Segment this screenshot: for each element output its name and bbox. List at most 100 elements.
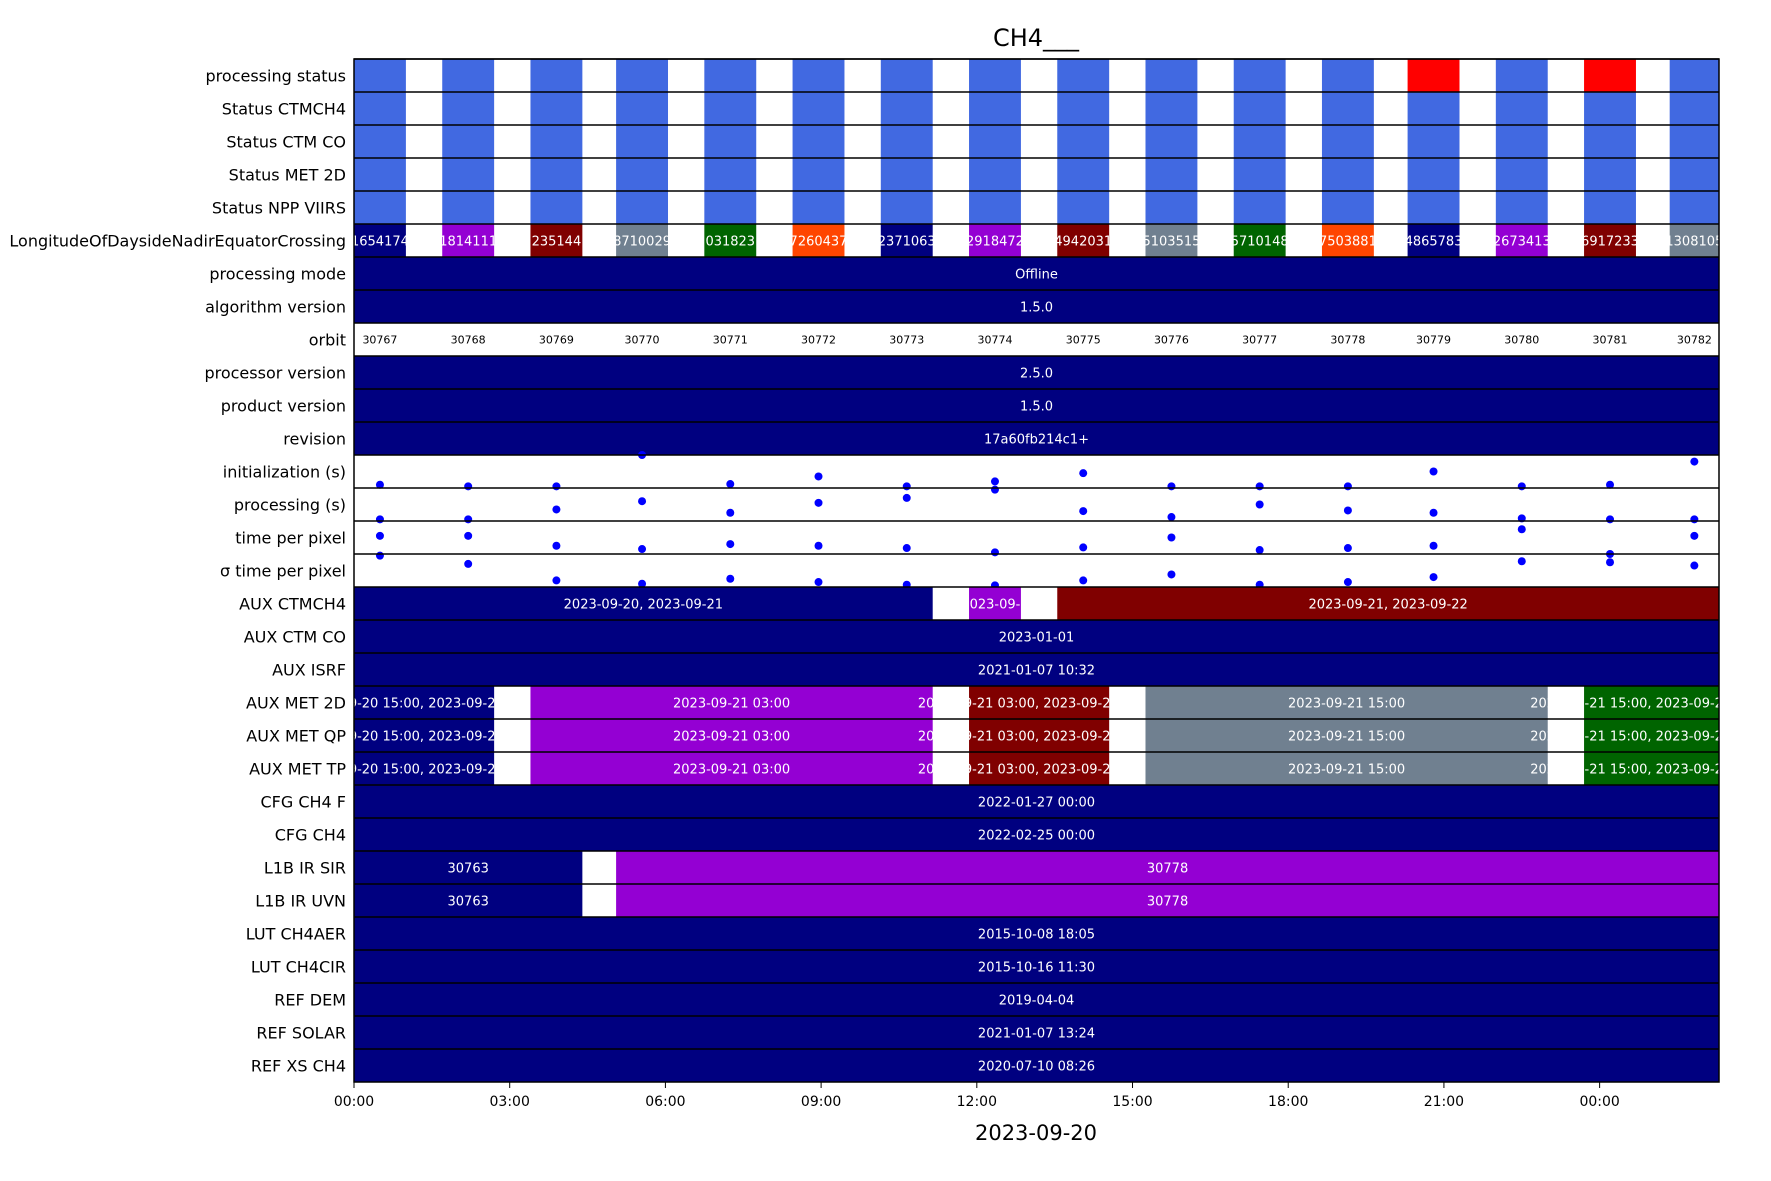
segment-label-processing-mode-0: Offline	[1015, 268, 1058, 283]
status-bar-status-met-2d-30781	[1584, 158, 1636, 191]
status-bar-status-met-2d-30768	[442, 158, 495, 191]
scatter-point-time-per-pixel-30779	[1429, 573, 1438, 582]
row-label-aux-ctm-co: AUX CTM CO	[244, 628, 346, 647]
scatter-point-time-per-pixel-30769	[552, 576, 561, 585]
segment-label-longitudeofdaysidenadirequatorcrossing-4: 031823	[705, 235, 755, 250]
status-bar-status-npp-viirs-30771	[704, 191, 757, 224]
x-tick-label-3: 09:00	[801, 1094, 841, 1110]
scatter-point-time-per-pixel-30771	[726, 540, 735, 549]
segment-bar-processing-mode-0	[354, 257, 1719, 290]
scatter-point-time-per-pixel-30776	[1167, 570, 1176, 579]
scatter-point-initialization-s-30774	[990, 477, 999, 486]
status-bar-status-npp-viirs-30776	[1145, 191, 1198, 224]
segment-label-l1b-ir-uvn-0: 30763	[448, 895, 489, 910]
status-bar-status-ctm-co-30774	[969, 125, 1021, 158]
row-label-aux-met-2d: AUX MET 2D	[246, 694, 346, 713]
segment-label-cfg-ch4-0: 2022-02-25 00:00	[978, 829, 1095, 844]
segment-label-l1b-ir-sir-0: 30763	[448, 862, 489, 877]
status-bar-status-npp-viirs-30772	[792, 191, 845, 224]
segment-bar-ref-xs-ch4-0	[354, 1049, 1719, 1082]
segment-bar-longitudeofdaysidenadirequatorcrossing-11	[1321, 224, 1374, 257]
scatter-point-time-per-pixel-30770	[638, 579, 647, 588]
scatter-point-processing-s-30767	[375, 515, 384, 524]
status-bar-processing-status-30776	[1145, 59, 1198, 92]
segment-label-longitudeofdaysidenadirequatorcrossing-12: 4865783	[1405, 235, 1463, 250]
status-bar-status-npp-viirs-30781	[1584, 191, 1636, 224]
scatter-point-initialization-s-30781	[1606, 480, 1615, 489]
scatter-point-time-per-pixel-30780	[1517, 525, 1526, 534]
scatter-point-time-per-pixel-30782	[1690, 561, 1699, 570]
orbit-label-30777: 30777	[1242, 334, 1277, 347]
segment-bar-aux-met-qp-4	[1584, 719, 1719, 752]
chart-title: CH4___	[993, 24, 1080, 52]
orbit-label-30771: 30771	[713, 334, 748, 347]
status-bar-processing-status-30767	[354, 59, 406, 92]
status-bar-processing-status-30768	[442, 59, 495, 92]
scatter-point-initialization-s-30779	[1429, 467, 1438, 476]
scatter-point-initialization-s-30778	[1343, 482, 1352, 491]
status-bar-status-npp-viirs-30768	[442, 191, 495, 224]
segment-label-longitudeofdaysidenadirequatorcrossing-15: 1308105	[1665, 235, 1723, 250]
row-label-lut-ch4cir: LUT CH4CIR	[251, 958, 346, 977]
segment-label-longitudeofdaysidenadirequatorcrossing-3: 8710029	[613, 235, 671, 250]
status-bar-processing-status-30774	[969, 59, 1021, 92]
segment-label-aux-met-2d-3: 2023-09-21 15:00	[1288, 697, 1405, 712]
scatter-point-time-per-pixel-30777	[1255, 546, 1264, 555]
scatter-point-initialization-s-30782	[1690, 457, 1699, 466]
scatter-point-processing-s-30781	[1606, 515, 1615, 524]
row-label-processing-status: processing status	[206, 67, 346, 86]
segment-label-aux-ctm-co-0: 2023-01-01	[999, 631, 1075, 646]
segment-bar-aux-met-2d-1	[530, 686, 933, 719]
status-bar-status-ctm-co-30781	[1584, 125, 1636, 158]
segment-bar-processor-version-0	[354, 356, 1719, 389]
row-label-cfg-ch4: CFG CH4	[275, 826, 346, 845]
status-bar-status-ctmch4-30780	[1495, 92, 1548, 125]
row-label-algorithm-version: algorithm version	[205, 298, 346, 317]
scatter-point-time-per-pixel-30776	[1167, 533, 1176, 542]
row-label-aux-met-qp: AUX MET QP	[246, 727, 346, 746]
scatter-point-time-per-pixel-30780	[1517, 557, 1526, 566]
segment-label-aux-met-2d-0: 2023-09-20 15:00, 2023-09-21 03:00	[303, 697, 546, 712]
row-label-orbit: orbit	[309, 331, 346, 350]
segment-bar-longitudeofdaysidenadirequatorcrossing-4	[704, 224, 757, 257]
row-label-initialization-s: initialization (s)	[223, 463, 346, 482]
segment-label-algorithm-version-0: 1.5.0	[1020, 301, 1053, 316]
scatter-point-time-per-pixel-30775	[1079, 543, 1088, 552]
segment-label-aux-met-qp-0: 2023-09-20 15:00, 2023-09-21 03:00	[303, 730, 546, 745]
scatter-point-initialization-s-30777	[1255, 482, 1264, 491]
segment-label-cfg-ch4-f-0: 2022-01-27 00:00	[978, 796, 1095, 811]
segment-bar-aux-met-qp-3	[1145, 719, 1548, 752]
status-bar-status-ctm-co-30770	[616, 125, 669, 158]
row-label-l1b-ir-uvn: L1B IR UVN	[255, 892, 346, 911]
status-bar-status-ctmch4-30774	[969, 92, 1021, 125]
status-bar-status-met-2d-30773	[880, 158, 933, 191]
segment-bar-revision-0	[354, 422, 1719, 455]
row-label-revision: revision	[283, 430, 346, 449]
scatter-point-time-per-pixel-30767	[375, 551, 384, 560]
segment-label-longitudeofdaysidenadirequatorcrossing-1: 1814111	[439, 235, 497, 250]
status-bar-processing-status-30777	[1233, 59, 1286, 92]
status-bar-status-ctmch4-30772	[792, 92, 845, 125]
orbit-label-30768: 30768	[451, 334, 486, 347]
status-bar-processing-status-30773	[880, 59, 933, 92]
status-bar-processing-status-30771	[704, 59, 757, 92]
status-bar-status-met-2d-30771	[704, 158, 757, 191]
status-bar-processing-status-30780	[1495, 59, 1548, 92]
status-bar-status-npp-viirs-30770	[616, 191, 669, 224]
status-bar-status-met-2d-30770	[616, 158, 669, 191]
segment-bar-aux-met-2d-4	[1584, 686, 1719, 719]
segment-label-aux-ctmch4-2: 2023-09-21, 2023-09-22	[1308, 598, 1467, 613]
segment-label-longitudeofdaysidenadirequatorcrossing-6: 2371063	[878, 235, 936, 250]
segment-label-longitudeofdaysidenadirequatorcrossing-5: 7260437	[790, 235, 848, 250]
x-tick-label-1: 03:00	[490, 1094, 530, 1110]
scatter-point-time-per-pixel-30779	[1429, 541, 1438, 550]
status-bar-status-ctmch4-30770	[616, 92, 669, 125]
segment-bar-aux-met-2d-2	[969, 686, 1110, 719]
row-label-processing-s: processing (s)	[234, 496, 346, 515]
status-bar-status-met-2d-30778	[1321, 158, 1374, 191]
row-label-ref-dem: REF DEM	[274, 991, 346, 1010]
segment-label-l1b-ir-uvn-1: 30778	[1147, 895, 1188, 910]
scatter-point-time-per-pixel-30774	[990, 548, 999, 557]
status-bar-status-met-2d-30769	[530, 158, 583, 191]
segment-label-aux-met-qp-3: 2023-09-21 15:00	[1288, 730, 1405, 745]
